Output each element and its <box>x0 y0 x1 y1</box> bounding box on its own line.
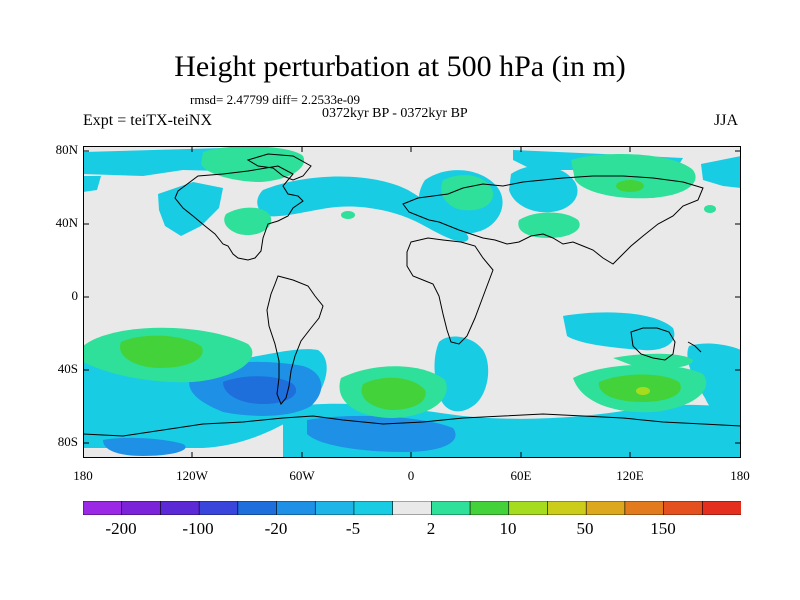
lon-label-60e: 60E <box>510 468 532 483</box>
colorbar-swatch-6 <box>314 501 355 515</box>
colorbar-swatch-5 <box>276 501 316 515</box>
contour-pos-central-asia <box>518 212 580 238</box>
coast-north-america <box>174 165 304 261</box>
season-label: JJA <box>714 112 739 129</box>
contour-neg-north-pacific-west <box>83 176 101 192</box>
colorbar-label-10: 10 <box>499 519 517 538</box>
contour-neg-central-asia <box>509 165 578 213</box>
colorbar <box>83 501 741 515</box>
contour-pos20-south-indian <box>636 387 650 395</box>
lat-label-80n: 80N <box>55 142 78 157</box>
height-perturbation-map <box>83 146 741 458</box>
colorbar-swatch-3 <box>198 501 239 515</box>
colorbar-swatch-7 <box>353 501 394 515</box>
coast-south-america <box>266 275 324 405</box>
contour-pos10-siberia <box>616 180 644 192</box>
lon-label-0: 0 <box>407 468 415 483</box>
colorbar-label-minus200: -200 <box>105 519 137 538</box>
stats-label: rmsd= 2.47799 diff= 2.2533e-09 <box>190 92 361 107</box>
contour-fills <box>83 146 741 458</box>
colorbar-swatch-10 <box>469 501 510 515</box>
lon-label-180e: 180 <box>730 468 750 483</box>
colorbar-swatch-9 <box>431 501 471 515</box>
colorbar-swatch-12 <box>547 501 587 515</box>
lon-label-120w: 120W <box>176 468 208 483</box>
figure-title: Height perturbation at 500 hPa (in m) <box>174 50 626 83</box>
coast-greenland <box>246 153 312 181</box>
contour-neg-north-pacific-east <box>701 156 741 188</box>
colorbar-swatch-8 <box>392 501 432 515</box>
contour-neg5-ross-sea <box>103 437 186 456</box>
colorbar-swatch-0 <box>83 501 123 515</box>
coastlines <box>83 153 741 437</box>
colorbar-label-2: 2 <box>426 519 436 538</box>
colorbar-swatch-2 <box>160 501 200 515</box>
contour-neg5-antarctica <box>307 415 456 452</box>
contour-neg-south-pacific-east <box>687 343 741 424</box>
colorbar-swatch-16 <box>701 501 741 515</box>
map-frame <box>83 146 741 458</box>
contour-pos-siberia <box>571 154 696 199</box>
colorbar-swatch-14 <box>624 501 665 515</box>
axis-ticks <box>83 146 741 458</box>
contour-pos-australia <box>613 353 693 369</box>
lon-label-120e: 120E <box>616 468 644 483</box>
contour-pos-north-america <box>224 207 272 236</box>
coast-antarctica <box>83 413 741 437</box>
period-label: 0372kyr BP - 0372kyr BP <box>322 106 468 121</box>
contour-pos10-south-pacific <box>120 335 203 368</box>
colorbar-label-50: 50 <box>576 519 594 538</box>
contour-neg-south-indian <box>563 312 675 351</box>
contour-neg-north-atlantic <box>257 176 469 242</box>
contour-neg-west-edge <box>83 376 95 408</box>
experiment-label: Expt = teiTX-teiNX <box>83 112 212 129</box>
colorbar-label-minus5: -5 <box>345 519 361 538</box>
colorbar-swatch-15 <box>663 501 703 515</box>
coast-australia <box>630 327 676 361</box>
coast-africa <box>406 237 494 345</box>
lat-label-80s: 80S <box>57 434 78 449</box>
colorbar-swatch-4 <box>237 501 278 515</box>
lon-label-60w: 60W <box>289 468 315 483</box>
contour-pos-pacific-small <box>704 205 716 213</box>
colorbar-swatch-13 <box>585 501 626 515</box>
contour-pos-atlantic-small <box>341 211 355 219</box>
colorbar-label-minus100: -100 <box>182 519 214 538</box>
contour-neg-northeast-pacific <box>158 182 223 236</box>
lon-label-180w: 180 <box>73 468 93 483</box>
lat-label-40n: 40N <box>55 215 78 230</box>
lat-label-40s: 40S <box>57 361 78 376</box>
contour-pos-europe <box>441 175 494 211</box>
colorbar-swatch-11 <box>508 501 549 515</box>
coast-new-zealand <box>687 341 702 353</box>
colorbar-swatch-1 <box>121 501 162 515</box>
lat-label-0: 0 <box>71 288 79 303</box>
coast-eurasia <box>402 175 704 265</box>
colorbar-label-minus20: -20 <box>264 519 288 538</box>
contour-neg-south-atlantic <box>434 336 489 412</box>
colorbar-label-150: 150 <box>650 519 676 538</box>
contour-pos10-south-atlantic <box>361 377 426 410</box>
